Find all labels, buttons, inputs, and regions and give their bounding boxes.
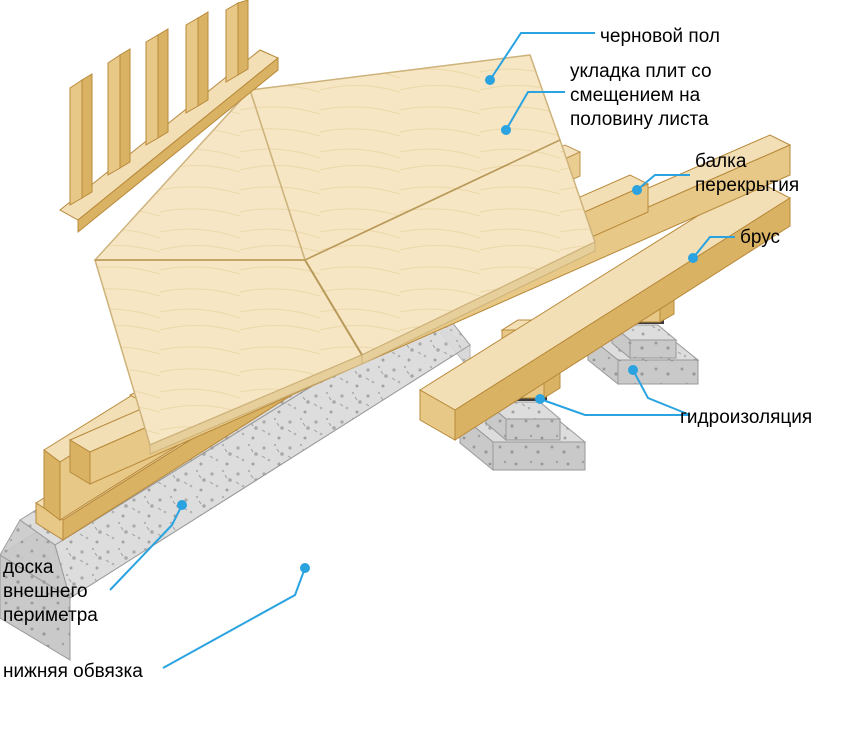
- label-bottom-plate: нижняя обвязка: [3, 660, 143, 684]
- label-waterproofing: гидроизоляция: [680, 406, 812, 430]
- label-stagger: укладка плит со смещением на половину ли…: [570, 60, 712, 131]
- label-floor-beam: балка перекрытия: [695, 150, 799, 198]
- label-beam: брус: [740, 226, 780, 250]
- floor-construction-diagram: [0, 0, 855, 739]
- label-perimeter-board: доска внешнего периметра: [3, 556, 98, 627]
- label-subfloor: черновой пол: [600, 25, 720, 49]
